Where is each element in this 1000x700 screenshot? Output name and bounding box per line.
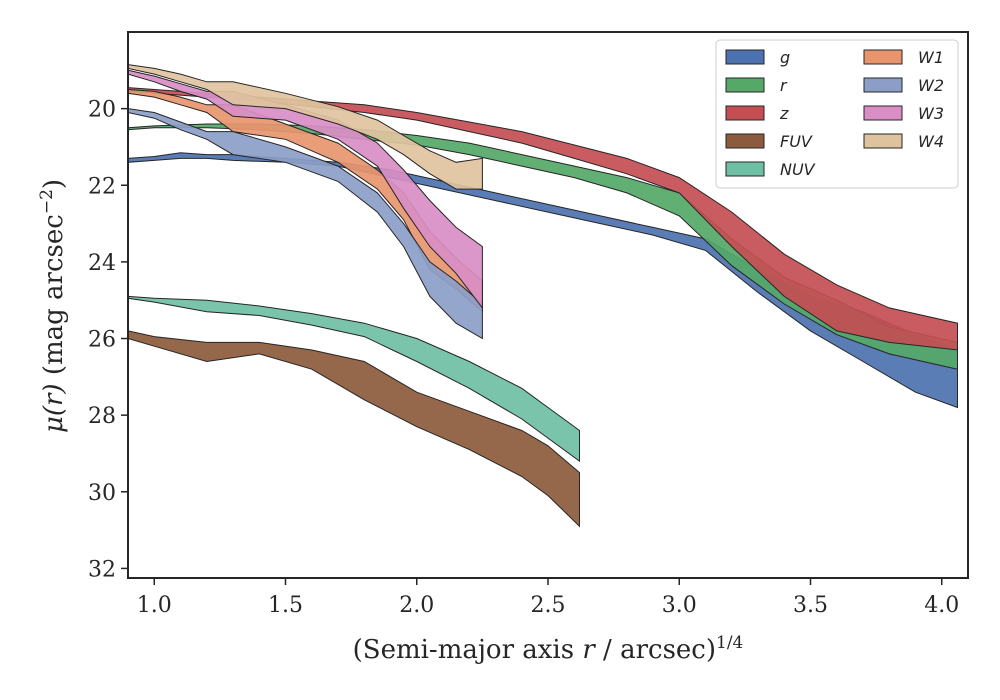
- y-tick-label: 32: [88, 557, 116, 582]
- legend-label-W2: W2: [918, 76, 944, 95]
- y-tick-label: 26: [88, 328, 116, 353]
- x-tick-label: 1.5: [268, 593, 303, 618]
- legend-label-W1: W1: [918, 48, 944, 67]
- y-tick-label: 28: [88, 404, 116, 429]
- y-tick-label: 20: [88, 98, 116, 123]
- x-tick-label: 4.0: [924, 593, 959, 618]
- x-tick-label: 2.0: [399, 593, 434, 618]
- area-FUV: [127, 330, 580, 528]
- legend-swatch-NUV: [725, 161, 765, 177]
- legend-swatch-W2: [863, 77, 903, 93]
- legend-swatch-FUV: [725, 133, 765, 149]
- legend-label-r: r: [780, 76, 788, 95]
- legend-swatch-g: [725, 49, 765, 65]
- legend-swatch-W3: [863, 105, 903, 121]
- legend-label-z: z: [779, 104, 789, 123]
- x-tick-label: 2.5: [531, 593, 566, 618]
- legend-label-NUV: NUV: [780, 160, 816, 179]
- x-tick-label: 3.5: [793, 593, 828, 618]
- series-areas: [127, 64, 958, 528]
- legend-swatch-z: [725, 105, 765, 121]
- legend-box: [715, 39, 959, 189]
- legend-label-W3: W3: [918, 104, 944, 123]
- area-NUV: [127, 295, 580, 463]
- legend: grz FUV NUV W1 W2 W3 W4: [715, 39, 959, 189]
- legend-label-W4: W4: [918, 132, 944, 151]
- x-tick-label: 1.0: [137, 593, 172, 618]
- legend-label-FUV: FUV: [780, 132, 813, 151]
- legend-swatch-W1: [863, 49, 903, 65]
- area-g: [127, 152, 958, 409]
- area-W4: [127, 64, 483, 190]
- x-axis-label: (Semi-major axis r / arcsec)1/4: [353, 633, 744, 665]
- y-axis-ticks: 20 22 24 26 28 30 32: [88, 98, 128, 582]
- y-axis-label: μ(r) (mag arcsec−2): [37, 179, 69, 433]
- legend-label-g: g: [780, 48, 790, 67]
- y-tick-label: 24: [88, 251, 116, 276]
- y-tick-label: 30: [88, 481, 116, 506]
- area-W2: [127, 108, 483, 340]
- x-axis-ticks: 1.0 1.5 2.0 2.5 3.0 3.5 4.0: [137, 578, 959, 618]
- legend-swatch-r: [725, 77, 765, 93]
- legend-swatch-W4: [863, 133, 903, 149]
- x-tick-label: 3.0: [662, 593, 697, 618]
- y-tick-label: 22: [88, 174, 116, 199]
